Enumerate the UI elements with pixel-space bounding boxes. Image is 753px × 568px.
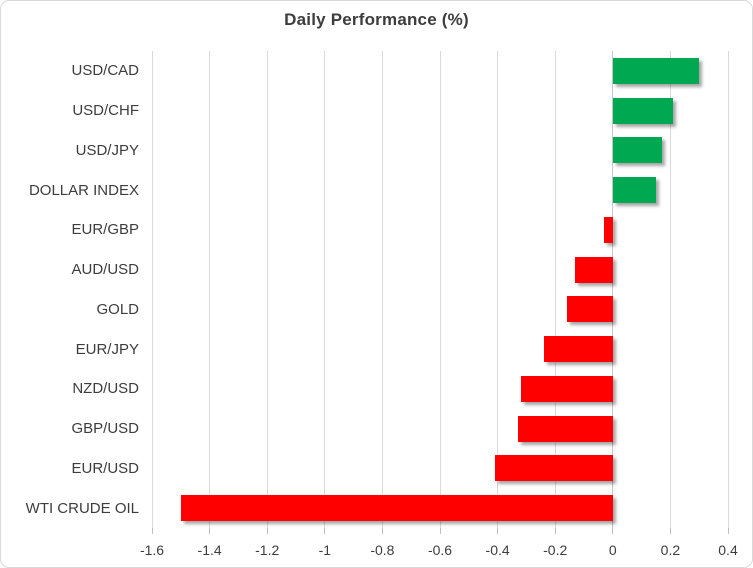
bar-dollar-index	[612, 177, 656, 204]
bar-gold	[566, 296, 613, 323]
bar-eur-usd	[494, 455, 613, 482]
x-axis-tick-mark	[497, 528, 499, 534]
x-gridline	[381, 51, 383, 528]
x-axis-tick-label: -1	[318, 542, 332, 558]
category-label: NZD/USD	[72, 380, 139, 398]
bar-aud-usd	[575, 256, 613, 283]
x-axis-tick-label: 0.4	[718, 542, 738, 558]
category-label: USD/JPY	[75, 141, 139, 159]
x-axis-tick-mark	[612, 528, 614, 534]
category-label: EUR/GBP	[71, 221, 139, 239]
x-axis-tick-label: -0.2	[543, 542, 568, 558]
x-gridline	[497, 51, 499, 528]
bar-usd-chf	[612, 97, 674, 124]
category-label: GOLD	[96, 300, 139, 318]
category-label: USD/CAD	[71, 62, 139, 80]
x-gridline	[209, 51, 211, 528]
category-label: EUR/JPY	[75, 340, 139, 358]
x-axis-tick-label: -0.4	[485, 542, 510, 558]
x-axis-tick-mark	[266, 528, 268, 534]
x-axis-tick-label: -1.6	[139, 542, 165, 558]
zero-axis-line	[612, 51, 614, 528]
bar-usd-jpy	[612, 137, 662, 164]
bar-gbp-usd	[517, 415, 613, 442]
category-label: EUR/USD	[71, 459, 139, 477]
chart-title: Daily Performance (%)	[284, 10, 469, 29]
x-axis-tick-label: -0.8	[370, 542, 395, 558]
x-axis-tick-mark	[151, 528, 153, 534]
bar-eur-jpy	[543, 336, 613, 363]
bar-eur-gbp	[604, 216, 613, 243]
x-gridline	[324, 51, 326, 528]
x-axis-tick-label: 0	[608, 542, 617, 558]
x-axis-tick-mark	[381, 528, 383, 534]
bar-nzd-usd	[520, 375, 613, 402]
category-label: USD/CHF	[72, 102, 139, 120]
category-label: WTI CRUDE OIL	[25, 499, 139, 517]
x-gridline	[669, 51, 671, 528]
bar-usd-cad	[612, 57, 700, 84]
category-label: DOLLAR INDEX	[28, 181, 139, 199]
x-axis-tick-mark	[324, 528, 326, 534]
x-axis-tick-mark	[554, 528, 556, 534]
x-axis-tick-label: 0.2	[660, 542, 681, 558]
category-label: AUD/USD	[71, 261, 139, 279]
x-gridline	[266, 51, 268, 528]
x-axis-tick-mark	[669, 528, 671, 534]
x-gridline	[727, 51, 729, 528]
x-axis-tick-label: -0.6	[427, 542, 453, 558]
x-axis-tick-label: -1.4	[197, 542, 222, 558]
bar-wti-crude-oil	[180, 495, 613, 522]
x-axis-tick-mark	[439, 528, 441, 534]
x-gridline	[554, 51, 556, 528]
x-axis-tick-label: -1.2	[255, 542, 280, 558]
x-axis-tick-mark	[727, 528, 729, 534]
x-axis-tick-mark	[209, 528, 211, 534]
category-label: GBP/USD	[71, 420, 139, 438]
x-gridline	[439, 51, 441, 528]
x-gridline	[151, 51, 153, 528]
